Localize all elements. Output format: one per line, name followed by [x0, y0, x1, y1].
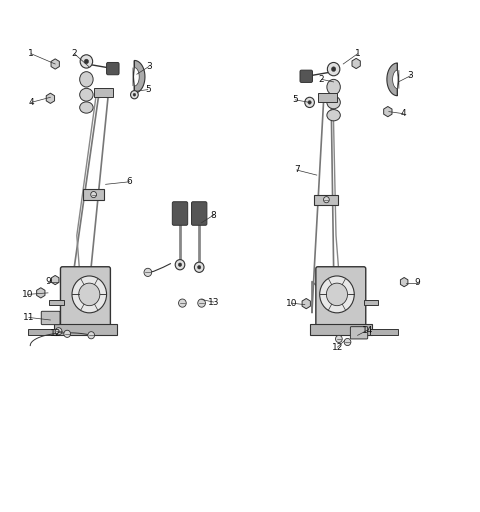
Text: 1: 1 — [355, 49, 360, 58]
Text: 3: 3 — [146, 62, 152, 71]
Ellipse shape — [327, 110, 340, 121]
Text: 6: 6 — [127, 177, 132, 186]
Circle shape — [84, 59, 89, 64]
Text: 14: 14 — [361, 326, 373, 335]
Bar — [28, 329, 57, 335]
Bar — [49, 300, 64, 305]
Circle shape — [131, 91, 138, 99]
Polygon shape — [400, 278, 408, 287]
Circle shape — [64, 330, 71, 337]
Polygon shape — [387, 63, 397, 96]
FancyBboxPatch shape — [60, 267, 110, 327]
Circle shape — [326, 283, 348, 306]
Bar — [54, 324, 117, 335]
Bar — [310, 324, 372, 335]
Polygon shape — [46, 93, 55, 103]
FancyBboxPatch shape — [316, 267, 366, 327]
Text: 9: 9 — [45, 277, 51, 286]
Circle shape — [179, 263, 181, 267]
FancyBboxPatch shape — [300, 70, 312, 82]
Polygon shape — [384, 106, 392, 117]
Polygon shape — [133, 68, 139, 86]
Text: 12: 12 — [332, 343, 343, 352]
Circle shape — [88, 332, 95, 339]
Bar — [364, 300, 378, 305]
Bar — [314, 195, 338, 205]
FancyBboxPatch shape — [41, 311, 60, 325]
Text: 9: 9 — [415, 278, 420, 287]
Circle shape — [175, 260, 185, 270]
Ellipse shape — [327, 79, 340, 95]
Circle shape — [80, 55, 93, 68]
Text: 4: 4 — [28, 98, 34, 107]
Text: 11: 11 — [23, 313, 35, 322]
Text: 7: 7 — [294, 165, 300, 175]
Circle shape — [72, 276, 107, 313]
Text: 3: 3 — [408, 71, 413, 80]
Text: 10: 10 — [286, 298, 297, 308]
Circle shape — [91, 191, 96, 198]
FancyBboxPatch shape — [172, 202, 188, 225]
Text: 12: 12 — [49, 329, 61, 338]
Circle shape — [55, 328, 62, 335]
Circle shape — [344, 338, 351, 346]
Bar — [370, 329, 398, 335]
Circle shape — [305, 97, 314, 108]
Text: 2: 2 — [72, 49, 77, 58]
Circle shape — [331, 67, 336, 72]
Polygon shape — [51, 59, 60, 69]
Polygon shape — [134, 60, 145, 93]
Circle shape — [133, 93, 136, 96]
Text: 13: 13 — [208, 297, 219, 307]
Text: 10: 10 — [22, 290, 34, 299]
Polygon shape — [302, 298, 311, 309]
FancyBboxPatch shape — [350, 327, 368, 339]
Ellipse shape — [80, 102, 93, 113]
Text: 1: 1 — [28, 49, 34, 58]
Circle shape — [308, 100, 312, 104]
Circle shape — [327, 62, 340, 76]
Circle shape — [144, 268, 152, 276]
FancyBboxPatch shape — [107, 62, 119, 75]
Polygon shape — [36, 288, 45, 298]
Bar — [318, 93, 337, 102]
Ellipse shape — [80, 89, 93, 101]
Ellipse shape — [327, 96, 340, 109]
Circle shape — [179, 299, 186, 307]
Text: 5: 5 — [145, 85, 151, 94]
Polygon shape — [51, 275, 59, 285]
Circle shape — [198, 299, 205, 307]
Bar — [83, 189, 104, 200]
Circle shape — [324, 197, 329, 203]
Polygon shape — [393, 70, 399, 89]
Circle shape — [198, 266, 201, 269]
Circle shape — [320, 276, 354, 313]
FancyBboxPatch shape — [192, 202, 207, 225]
Circle shape — [336, 335, 342, 343]
Text: 8: 8 — [211, 210, 216, 220]
Text: 4: 4 — [400, 109, 406, 118]
Circle shape — [79, 283, 100, 306]
Polygon shape — [352, 58, 360, 69]
Ellipse shape — [80, 72, 93, 87]
Circle shape — [194, 262, 204, 272]
Text: 2: 2 — [319, 75, 324, 84]
Text: 5: 5 — [292, 95, 298, 104]
Bar — [94, 88, 113, 97]
